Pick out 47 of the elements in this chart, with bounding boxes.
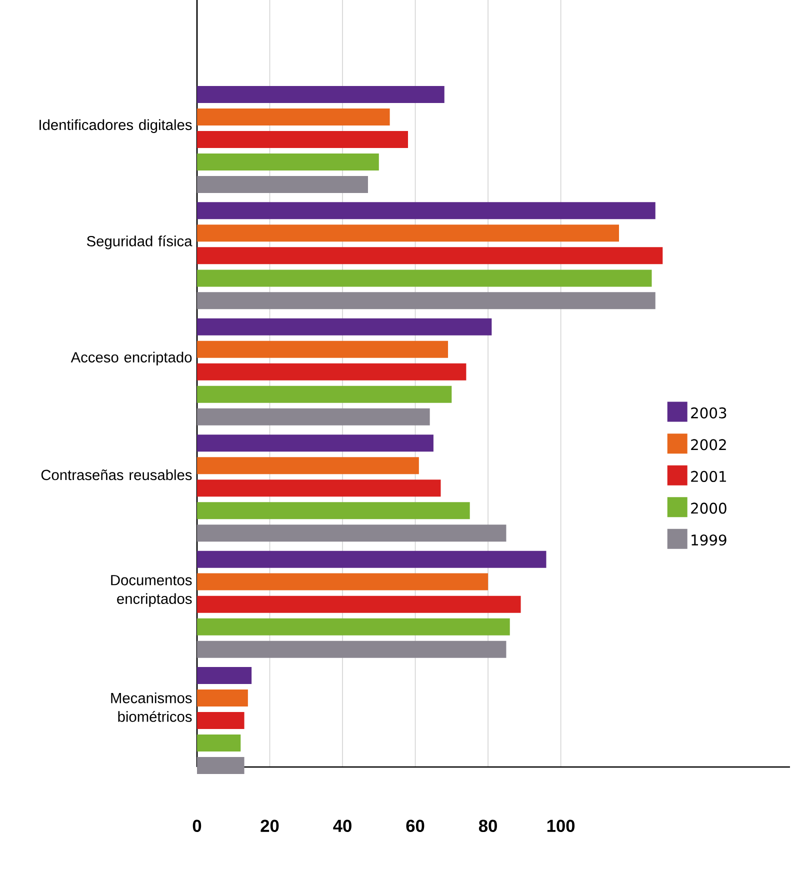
bar bbox=[197, 502, 470, 520]
bar bbox=[197, 224, 620, 242]
bar bbox=[197, 640, 506, 658]
bar bbox=[197, 86, 444, 103]
bar bbox=[197, 573, 488, 590]
legend-label: 2002 bbox=[691, 439, 726, 450]
legend-label: 2000 bbox=[691, 502, 726, 514]
x-tick-label: 60 bbox=[406, 820, 424, 832]
bar bbox=[197, 318, 492, 336]
legend-label: 2003 bbox=[691, 407, 726, 418]
bar bbox=[197, 202, 656, 220]
y-tick-label: Mecanismos biométricos bbox=[111, 692, 192, 722]
y-tick-label: Acceso encriptado bbox=[70, 352, 192, 366]
bar bbox=[197, 596, 521, 613]
bar bbox=[197, 363, 466, 380]
x-tick-label: 80 bbox=[478, 820, 497, 832]
bar bbox=[197, 550, 546, 568]
bar bbox=[197, 480, 441, 497]
bar bbox=[197, 292, 656, 310]
y-tick-label: Documentos encriptados bbox=[111, 575, 192, 607]
bar bbox=[197, 386, 452, 403]
bar bbox=[197, 176, 368, 193]
y-tick-label: Seguridad física bbox=[86, 235, 192, 250]
bar bbox=[197, 270, 652, 287]
x-tick-label: 20 bbox=[260, 820, 279, 832]
bar bbox=[197, 690, 248, 707]
bar bbox=[197, 618, 510, 636]
y-tick-label: Identificadores digitales bbox=[40, 119, 192, 133]
x-tick-label: 40 bbox=[333, 820, 352, 832]
bar bbox=[197, 457, 419, 474]
bar bbox=[197, 524, 506, 542]
legend-label: 1999 bbox=[692, 534, 726, 546]
bar bbox=[197, 434, 434, 452]
bar bbox=[197, 247, 663, 264]
x-tick-label: 0 bbox=[192, 820, 202, 832]
bar bbox=[197, 757, 244, 774]
legend-label: 2001 bbox=[691, 470, 726, 482]
x-tick-label: 100 bbox=[547, 820, 575, 832]
bar bbox=[197, 408, 430, 426]
y-tick-label: Contraseñas reusables bbox=[41, 469, 192, 480]
bar bbox=[197, 712, 244, 730]
bar bbox=[197, 108, 390, 126]
bar bbox=[197, 734, 241, 752]
bar bbox=[197, 130, 408, 148]
bar bbox=[197, 153, 379, 170]
bar bbox=[197, 667, 252, 684]
bar bbox=[197, 340, 448, 358]
